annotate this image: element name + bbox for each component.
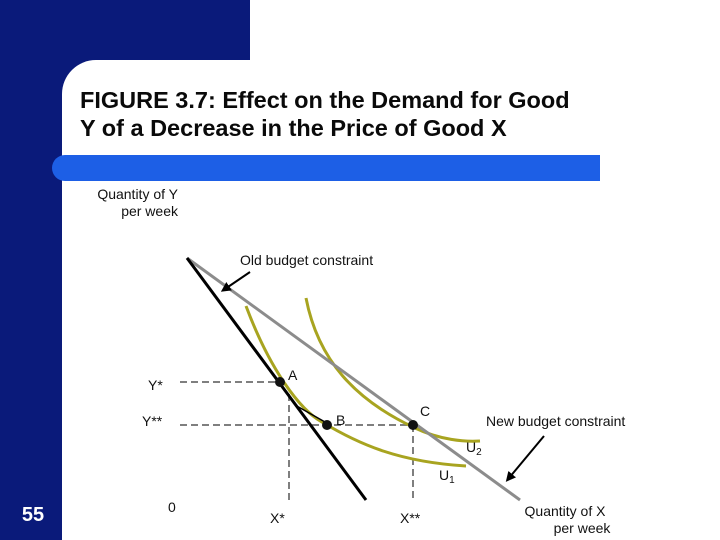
y-axis-label: Quantity of Y per week [70,186,178,220]
new-budget-arrow [505,435,545,482]
origin-label: 0 [168,499,176,515]
curve-u1-label: U1 [439,467,455,489]
new-budget-line [186,256,521,502]
x-axis-label-line-1: Quantity of X [524,503,606,519]
slide-title-line-2: Y of a Decrease in the Price of Good X [80,115,507,141]
old-budget-arrow [220,271,251,292]
y-tick-y-star: Y* [148,377,163,393]
y-tick-y-double-star: Y** [142,413,163,429]
curve-u1-name: U [439,467,450,483]
new-budget-label: New budget constraint [486,413,626,429]
slide-content-area [62,60,720,540]
slide-title: FIGURE 3.7: Effect on the Demand for Goo… [80,86,700,142]
point-b-dot [322,420,332,430]
y-axis-label-line-1: Quantity of Y [97,186,178,202]
point-a-label: A [288,367,298,383]
x-tick-x-star: X* [270,510,285,526]
point-a-dot [275,377,285,387]
point-c-dot [408,420,418,430]
x-axis-label-line-2: per week [553,520,611,536]
curve-u2-name: U [466,439,477,455]
curve-u2-subscript: 2 [476,447,482,458]
old-budget-label: Old budget constraint [240,252,374,268]
curve-u1-subscript: 1 [449,475,455,486]
slide-title-line-1: FIGURE 3.7: Effect on the Demand for Goo… [80,87,570,113]
point-c-label: C [420,403,431,419]
curve-u2-label: U2 [466,439,482,461]
x-axis-label: Quantity of X per week [500,503,630,537]
point-b-label: B [336,412,346,428]
point-b-arrow [294,404,326,423]
x-tick-x-double-star: X** [400,510,421,526]
y-axis-label-line-2: per week [121,203,178,219]
indifference-curve-u1 [244,305,467,468]
decorative-navy-side [0,130,62,540]
slide-number: 55 [21,504,45,526]
indifference-curve-u2 [304,297,481,443]
decorative-blue-bar [52,155,600,181]
